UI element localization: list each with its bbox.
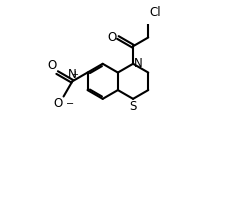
- Text: +: +: [71, 69, 78, 79]
- Text: N: N: [134, 57, 142, 70]
- Text: O: O: [53, 97, 63, 110]
- Text: O: O: [47, 59, 56, 72]
- Text: −: −: [65, 99, 73, 109]
- Text: N: N: [68, 68, 76, 81]
- Text: S: S: [129, 100, 136, 113]
- Text: O: O: [107, 31, 116, 44]
- Text: Cl: Cl: [148, 6, 160, 19]
